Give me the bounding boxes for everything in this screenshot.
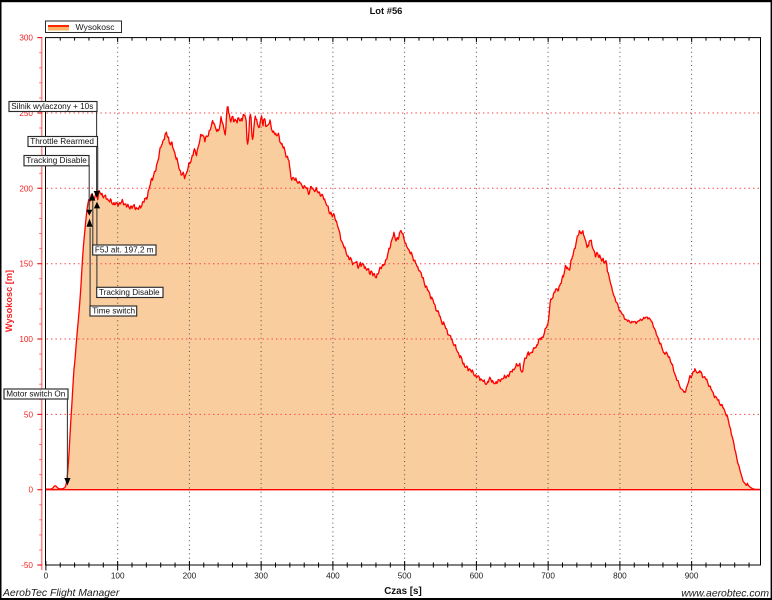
svg-text:800: 800: [613, 572, 627, 581]
svg-text:200: 200: [19, 184, 33, 193]
svg-text:700: 700: [541, 572, 555, 581]
svg-text:0: 0: [44, 572, 49, 581]
svg-text:50: 50: [24, 410, 34, 419]
svg-text:400: 400: [326, 572, 340, 581]
svg-text:Wysokosc: Wysokosc: [76, 22, 116, 32]
svg-text:F5J alt. 197,2 m: F5J alt. 197,2 m: [95, 245, 154, 254]
svg-text:900: 900: [685, 572, 699, 581]
svg-text:Throttle Rearmed: Throttle Rearmed: [30, 137, 94, 146]
svg-text:-50: -50: [21, 561, 33, 570]
svg-text:Silnik wylaczony + 10s: Silnik wylaczony + 10s: [11, 102, 93, 111]
svg-text:Czas [s]: Czas [s]: [384, 586, 422, 597]
svg-text:Motor switch On: Motor switch On: [6, 389, 66, 398]
svg-text:300: 300: [254, 572, 268, 581]
svg-text:500: 500: [398, 572, 412, 581]
svg-text:300: 300: [19, 34, 33, 43]
svg-text:AerobTec Flight Manager: AerobTec Flight Manager: [2, 588, 120, 599]
svg-text:Time switch: Time switch: [92, 306, 135, 315]
svg-text:250: 250: [19, 109, 33, 118]
svg-text:Tracking Disable: Tracking Disable: [26, 156, 87, 165]
svg-text:150: 150: [19, 260, 33, 269]
svg-text:www.aerobtec.com: www.aerobtec.com: [681, 589, 769, 600]
svg-text:Wysokosc [m]: Wysokosc [m]: [4, 270, 14, 332]
svg-text:Tracking Disable: Tracking Disable: [99, 288, 160, 297]
svg-text:100: 100: [111, 572, 125, 581]
svg-text:600: 600: [470, 572, 484, 581]
svg-text:200: 200: [183, 572, 197, 581]
svg-text:0: 0: [28, 486, 33, 495]
svg-text:Lot #56: Lot #56: [370, 5, 403, 16]
svg-text:100: 100: [19, 335, 33, 344]
